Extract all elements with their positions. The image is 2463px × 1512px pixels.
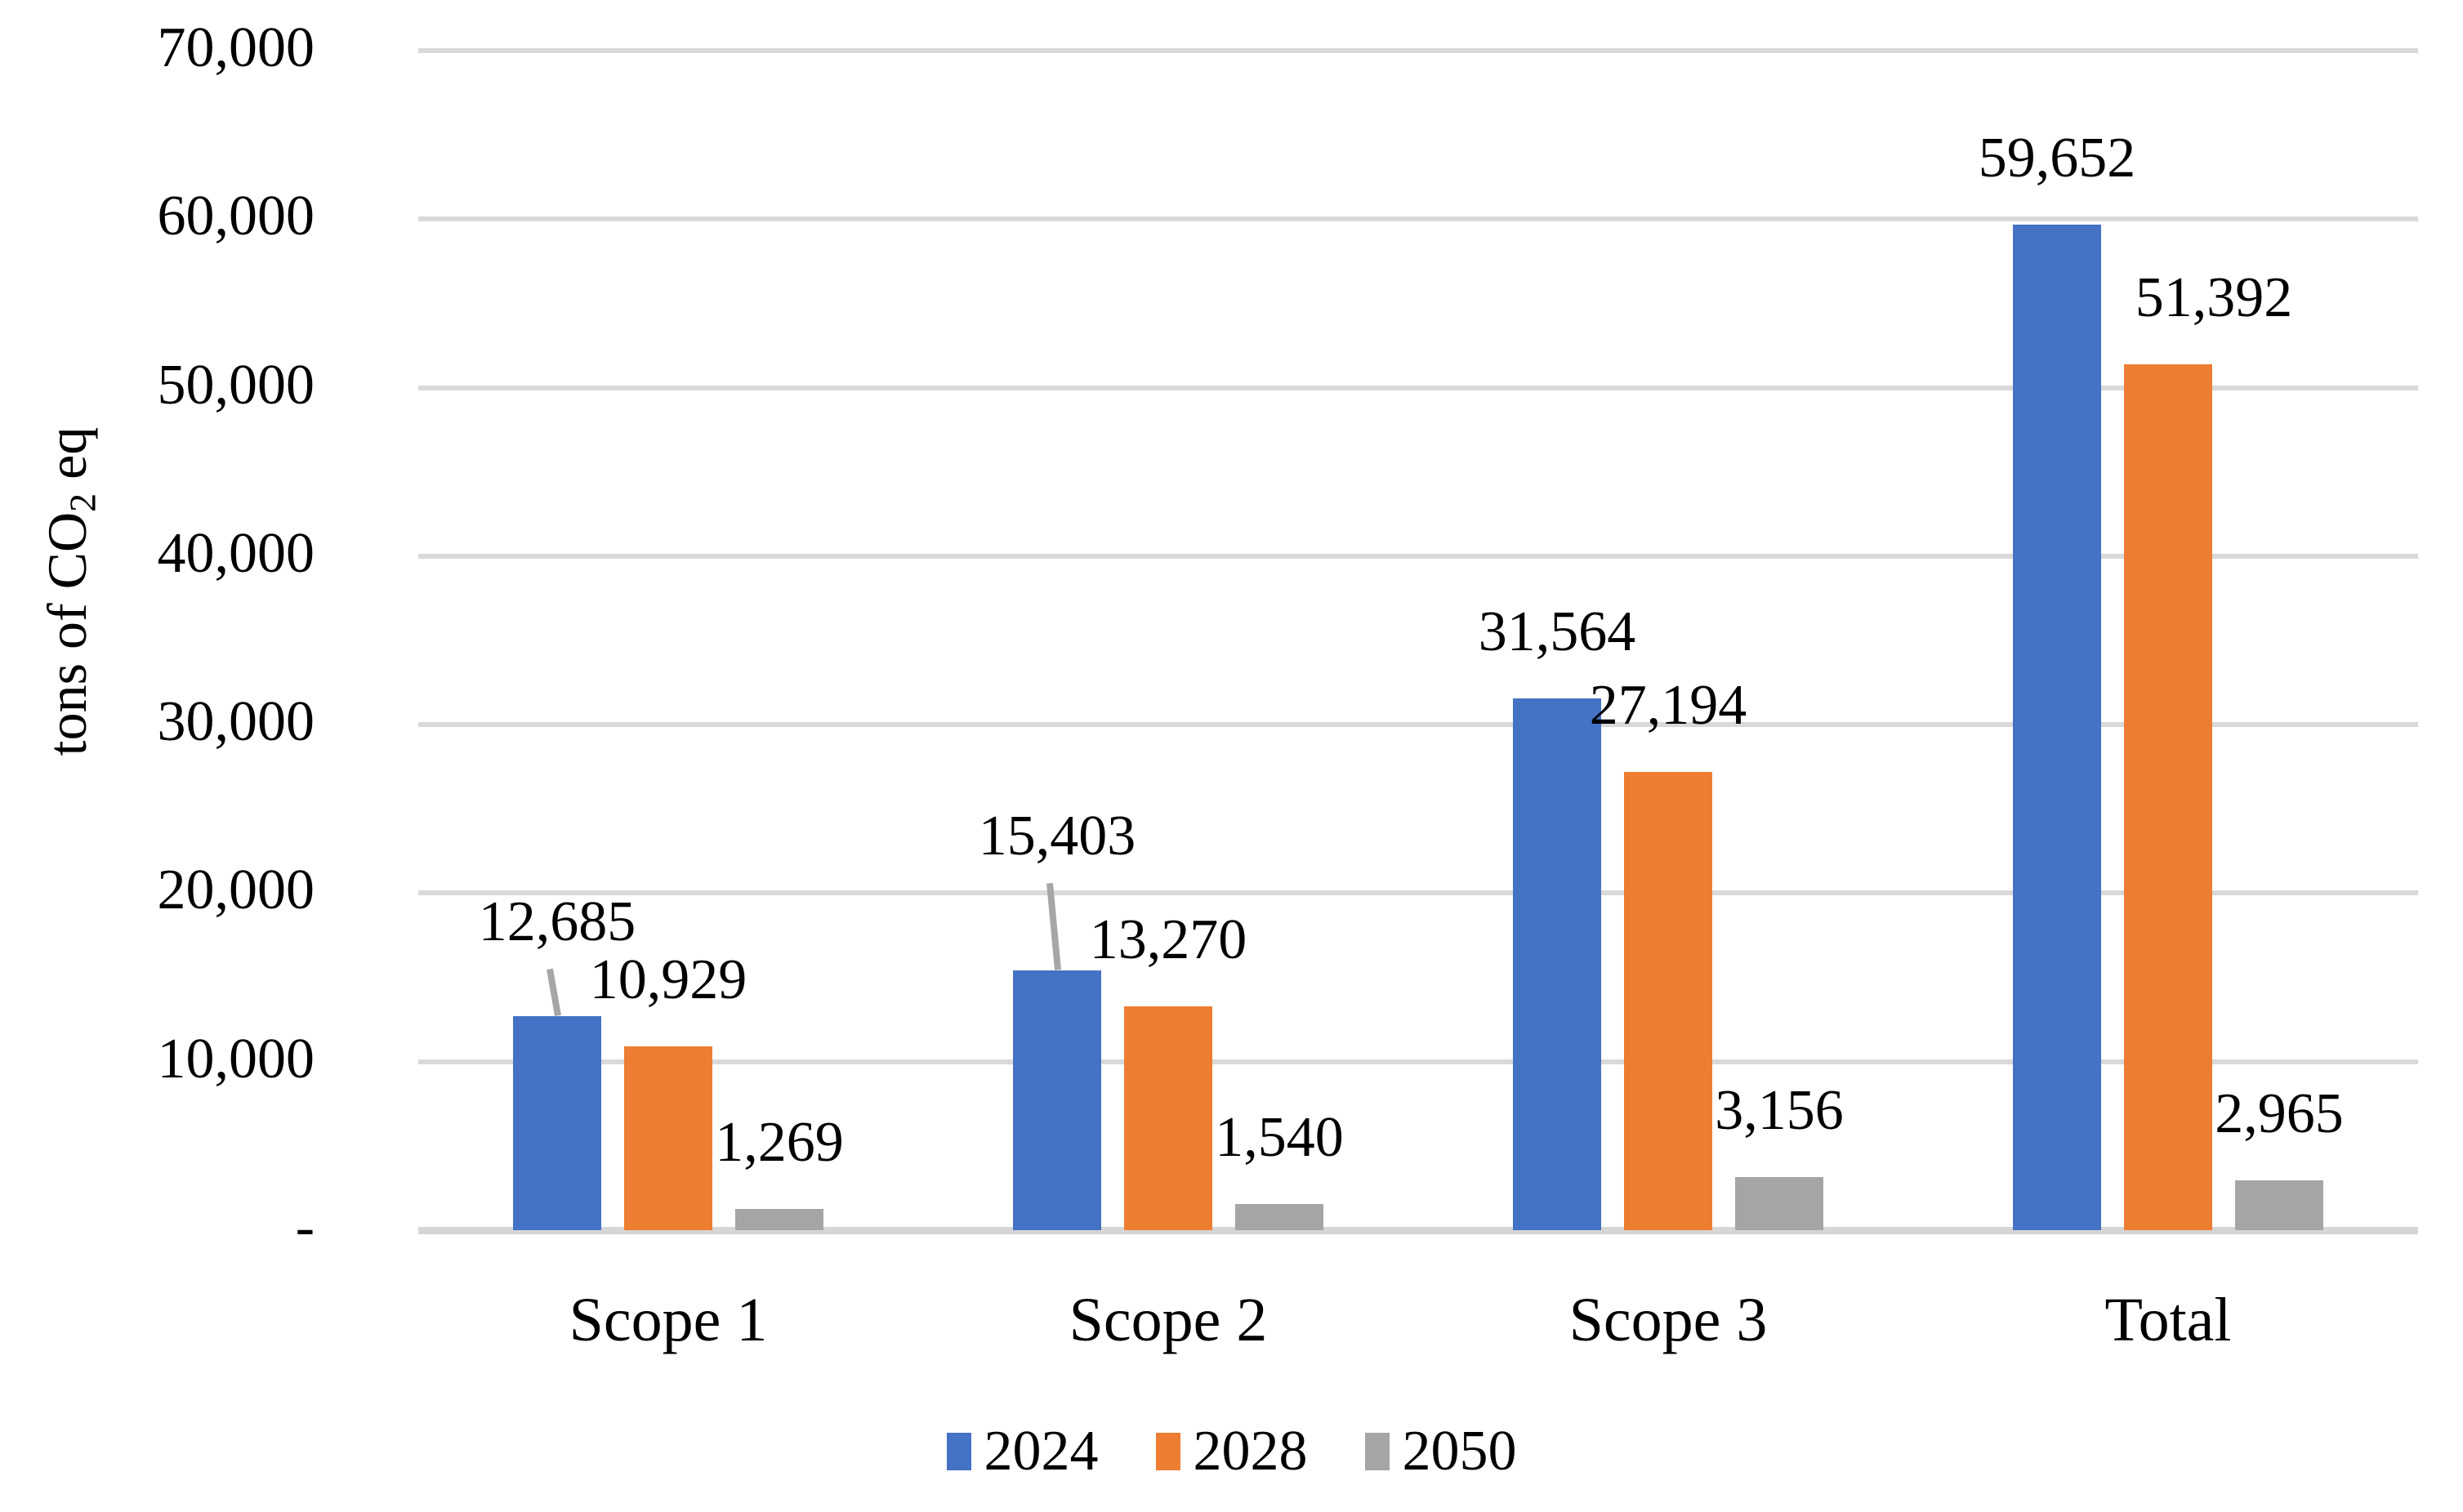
legend-label-2050: 2050: [1402, 1420, 1517, 1483]
legend-swatch-2024: [946, 1433, 971, 1470]
leader-line-2024-scope-1: [547, 968, 561, 1017]
bar-2024-scope-3: [1513, 698, 1601, 1230]
data-label-2024-scope-3: 31,564: [1478, 600, 1636, 664]
bar-2024-total: [2013, 225, 2101, 1230]
gridline-70000: [418, 47, 2418, 53]
y-tick-label-60000: 60,000: [157, 185, 315, 248]
data-label-2050-scope-2: 1,540: [1215, 1106, 1344, 1170]
data-label-2028-total: 51,392: [2135, 266, 2293, 330]
legend-item-2028: 2028: [1155, 1420, 1308, 1483]
category-label-scope-1: Scope 1: [569, 1286, 768, 1354]
data-label-2024-scope-2: 15,403: [978, 805, 1136, 868]
category-label-scope-2: Scope 2: [1069, 1286, 1268, 1354]
gridline-10000: [418, 1059, 2418, 1064]
y-axis-title-subscript: 2: [61, 493, 104, 512]
y-tick-label-10000: 10,000: [157, 1027, 315, 1091]
gridline-60000: [418, 216, 2418, 222]
gridline-30000: [418, 722, 2418, 728]
y-axis-title-post: eq: [36, 426, 98, 493]
category-label-total: Total: [2104, 1286, 2232, 1354]
y-tick-label-70000: 70,000: [157, 16, 315, 80]
bar-2024-scope-2: [1013, 970, 1101, 1230]
data-label-2024-scope-1: 12,685: [478, 890, 636, 954]
gridline-20000: [418, 890, 2418, 896]
gridline-40000: [418, 553, 2418, 559]
y-tick-label-0: -: [295, 1196, 315, 1260]
bar-2050-scope-3: [1735, 1176, 1823, 1230]
data-label-2050-scope-3: 3,156: [1715, 1079, 1844, 1143]
bar-2028-total: [2124, 364, 2212, 1230]
legend-label-2024: 2024: [984, 1420, 1099, 1483]
category-label-scope-3: Scope 3: [1568, 1286, 1768, 1354]
x-axis-line: [418, 1227, 2418, 1234]
legend-label-2028: 2028: [1193, 1420, 1308, 1483]
bar-2028-scope-2: [1124, 1006, 1212, 1230]
bar-2050-scope-2: [1235, 1204, 1323, 1230]
data-label-2028-scope-3: 27,194: [1589, 674, 1747, 738]
legend-item-2024: 2024: [946, 1420, 1099, 1483]
legend-swatch-2028: [1155, 1433, 1180, 1470]
bar-2024-scope-1: [513, 1016, 601, 1230]
bar-2050-scope-1: [735, 1208, 823, 1230]
data-label-2050-total: 2,965: [2215, 1082, 2344, 1146]
data-label-2050-scope-1: 1,269: [715, 1111, 844, 1175]
data-label-2028-scope-1: 10,929: [589, 948, 747, 1011]
y-tick-label-30000: 30,000: [157, 690, 315, 754]
leader-line-2024-scope-2: [1046, 882, 1061, 970]
bar-2050-total: [2235, 1180, 2323, 1230]
data-label-2024-total: 59,652: [1978, 127, 2136, 190]
y-tick-label-20000: 20,000: [157, 859, 315, 922]
bar-2028-scope-1: [624, 1046, 712, 1230]
y-tick-label-40000: 40,000: [157, 522, 315, 586]
legend-item-2050: 2050: [1364, 1420, 1517, 1483]
y-tick-label-50000: 50,000: [157, 353, 315, 417]
legend-swatch-2050: [1364, 1433, 1390, 1470]
data-label-2028-scope-2: 13,270: [1089, 908, 1247, 972]
bar-2028-scope-3: [1624, 772, 1712, 1230]
legend: 2024 2028 2050: [0, 1423, 2463, 1480]
gridline-50000: [418, 385, 2418, 390]
